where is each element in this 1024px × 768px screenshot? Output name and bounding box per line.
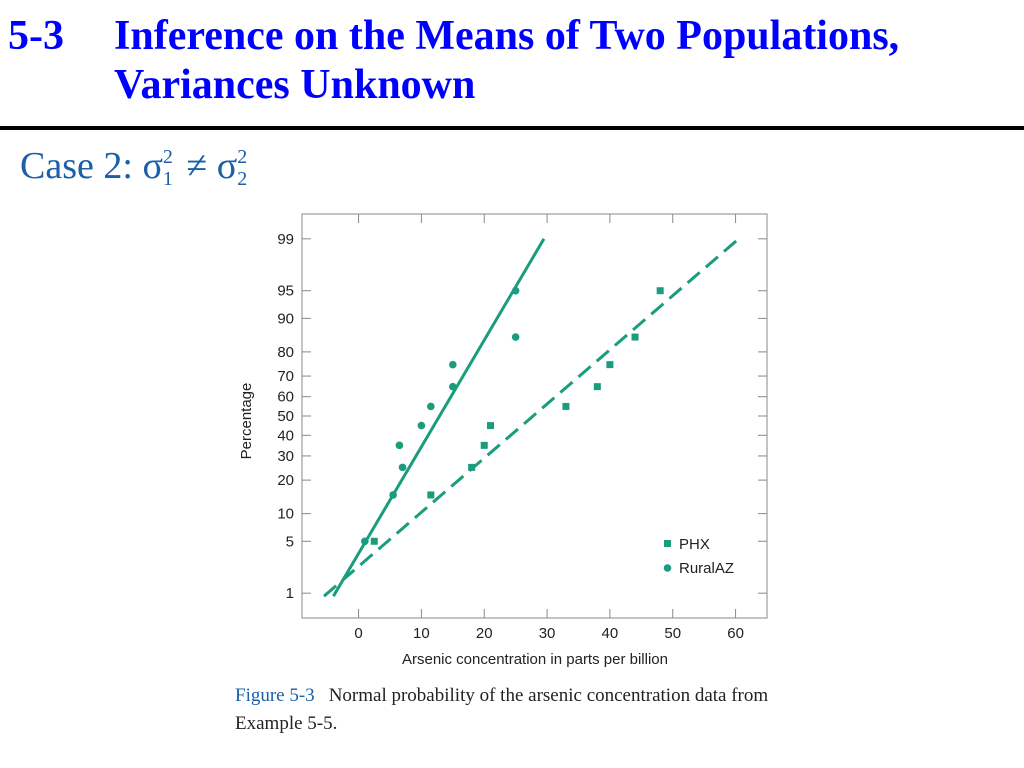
y-tick-label: 80 <box>277 344 294 361</box>
caption-text: Normal probability of the arsenic concen… <box>235 685 769 734</box>
y-tick-label: 10 <box>277 506 294 523</box>
point-ruralaz <box>417 421 426 430</box>
fit-line-ruralaz <box>332 238 546 597</box>
sigma-2: σ <box>216 145 238 187</box>
point-phx <box>427 491 435 499</box>
legend-label: RuralAZ <box>679 560 734 577</box>
point-ruralaz <box>389 491 397 499</box>
legend-marker-phx <box>664 540 671 547</box>
title-divider <box>0 126 1024 130</box>
point-phx <box>468 463 476 471</box>
section-number: 5-3 <box>8 13 64 59</box>
x-tick-label: 0 <box>354 625 362 642</box>
legend: PHX RuralAZ <box>663 536 734 577</box>
sigma-2-sup: 2 <box>237 146 248 169</box>
x-axis: 0 10 20 30 40 50 60 <box>354 214 744 642</box>
y-tick-label: 30 <box>277 448 294 465</box>
x-tick-label: 30 <box>539 625 556 642</box>
x-tick-label: 20 <box>476 625 493 642</box>
case-prefix: Case 2: <box>20 145 133 187</box>
point-phx <box>656 287 664 295</box>
point-ruralaz <box>395 441 404 450</box>
x-tick-label: 60 <box>727 625 744 642</box>
legend-label: PHX <box>679 536 710 553</box>
sigma-2-sub: 2 <box>237 168 248 191</box>
y-tick-label: 40 <box>277 427 294 444</box>
sigma-1-sub: 1 <box>162 168 173 191</box>
point-ruralaz <box>361 537 369 546</box>
point-ruralaz <box>449 360 457 369</box>
point-ruralaz <box>511 286 520 295</box>
y-tick-label: 60 <box>277 389 294 406</box>
point-ruralaz <box>511 333 520 341</box>
x-tick-label: 40 <box>602 625 619 642</box>
y-tick-label: 99 <box>277 231 294 248</box>
y-tick-label: 90 <box>277 310 294 327</box>
legend-marker-ruralaz <box>663 564 672 572</box>
not-equal-sign: ≠ <box>186 145 208 187</box>
point-phx <box>487 422 495 430</box>
point-phx <box>370 537 378 545</box>
y-tick-label: 95 <box>277 283 294 300</box>
point-phx <box>562 402 570 410</box>
section-title: Inference on the Means of Two Population… <box>114 13 900 108</box>
fit-lines <box>323 237 740 598</box>
data-points <box>361 286 664 546</box>
x-tick-label: 10 <box>413 625 430 642</box>
point-ruralaz <box>449 382 457 391</box>
y-axis: 1 5 10 20 30 40 50 60 70 80 90 95 99 <box>277 231 767 602</box>
y-axis-label: Percentage <box>238 383 255 460</box>
figure-caption: Figure 5-3 Normal probability of the arse… <box>235 682 795 738</box>
point-ruralaz <box>398 463 407 472</box>
point-ruralaz <box>427 402 435 411</box>
figure-label: Figure 5-3 <box>235 685 315 706</box>
y-tick-label: 5 <box>286 533 294 550</box>
sigma-1: σ <box>142 145 163 187</box>
fit-line-phx <box>323 237 740 598</box>
y-tick-label: 1 <box>286 585 294 602</box>
x-axis-label: Arsenic concentration in parts per billi… <box>402 651 668 668</box>
y-tick-label: 20 <box>277 472 294 489</box>
x-tick-label: 50 <box>664 625 681 642</box>
y-tick-label: 50 <box>277 408 294 425</box>
point-phx <box>606 361 614 369</box>
sigma-1-sup: 2 <box>162 146 173 169</box>
y-tick-label: 70 <box>277 368 294 385</box>
point-phx <box>631 333 639 341</box>
point-phx <box>480 441 488 449</box>
point-phx <box>593 383 601 391</box>
